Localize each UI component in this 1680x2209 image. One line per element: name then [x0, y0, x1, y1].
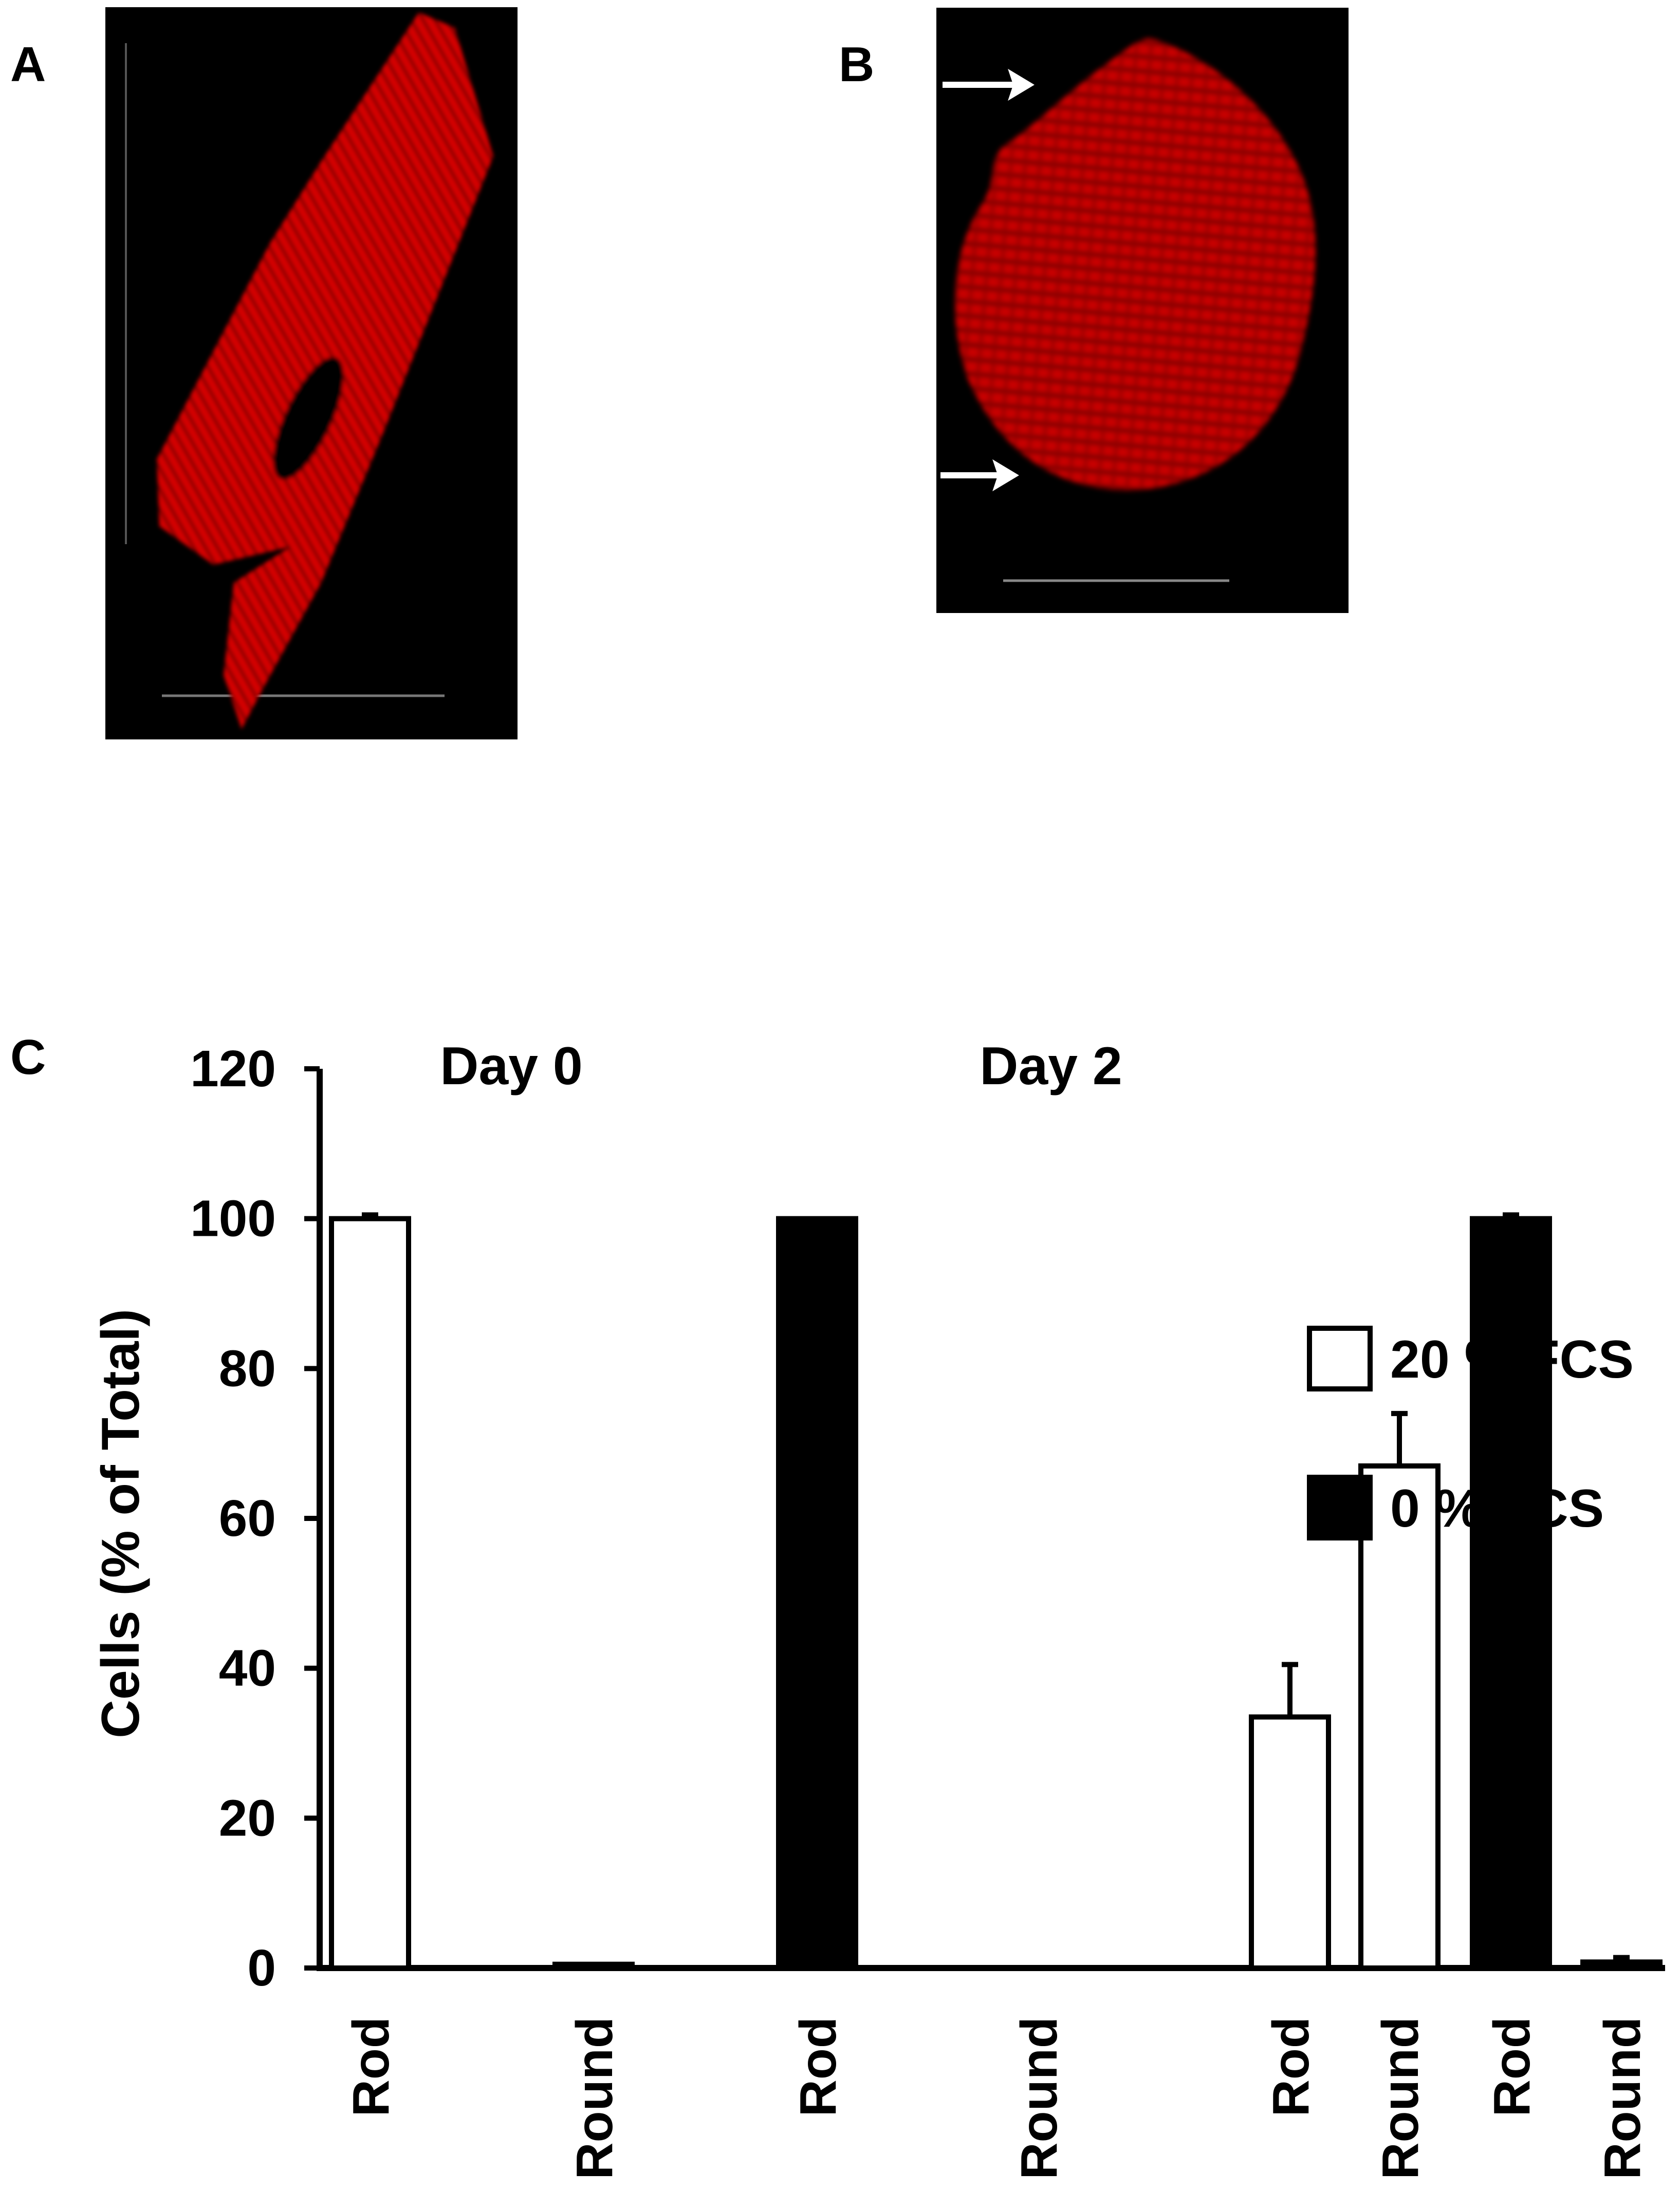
- category-label: Round: [1010, 2017, 1068, 2180]
- panel-label-c: C: [10, 1030, 46, 1085]
- legend-swatch: [1307, 1475, 1373, 1540]
- y-tick-label: 0: [247, 1939, 276, 1997]
- category-label: Rod: [1483, 2017, 1541, 2117]
- bar: [552, 1961, 635, 1971]
- y-tick-label: 120: [190, 1040, 276, 1098]
- micrograph-round-cell: [936, 8, 1349, 613]
- category-label: Round: [1372, 2017, 1429, 2180]
- micrograph-rod-cell: [105, 7, 518, 739]
- y-tick-label: 40: [219, 1640, 276, 1697]
- y-tick-label: 20: [219, 1789, 276, 1847]
- bar: [1249, 1714, 1331, 1971]
- bar: [1358, 1463, 1441, 1971]
- panel-label-a: A: [10, 37, 46, 92]
- y-tick-label: 100: [190, 1190, 276, 1248]
- arrow-top-icon: [943, 68, 1035, 101]
- category-label: Rod: [1262, 2017, 1320, 2117]
- rod-cell-body: [157, 12, 493, 729]
- panel-label-b: B: [839, 37, 875, 92]
- category-label: Rod: [789, 2017, 847, 2117]
- category-label: Rod: [342, 2017, 400, 2117]
- legend-label: 0 % FCS: [1390, 1479, 1604, 1538]
- category-label: Round: [566, 2017, 623, 2180]
- group-label: Day 2: [980, 1036, 1122, 1096]
- category-label: Round: [1594, 2017, 1651, 2180]
- bar: [776, 1216, 858, 1971]
- arrow-bottom-icon: [940, 459, 1019, 492]
- y-tick-label: 60: [219, 1490, 276, 1547]
- legend-swatch: [1307, 1326, 1373, 1391]
- y-tick-label: 80: [219, 1340, 276, 1397]
- y-axis-label: Cells (% of Total): [91, 1309, 151, 1738]
- legend-label: 20 % FCS: [1390, 1330, 1634, 1389]
- bar: [1470, 1216, 1552, 1971]
- group-label: Day 0: [440, 1036, 583, 1096]
- bar: [1580, 1959, 1663, 1971]
- round-cell-body: [955, 38, 1316, 491]
- bar: [329, 1216, 411, 1971]
